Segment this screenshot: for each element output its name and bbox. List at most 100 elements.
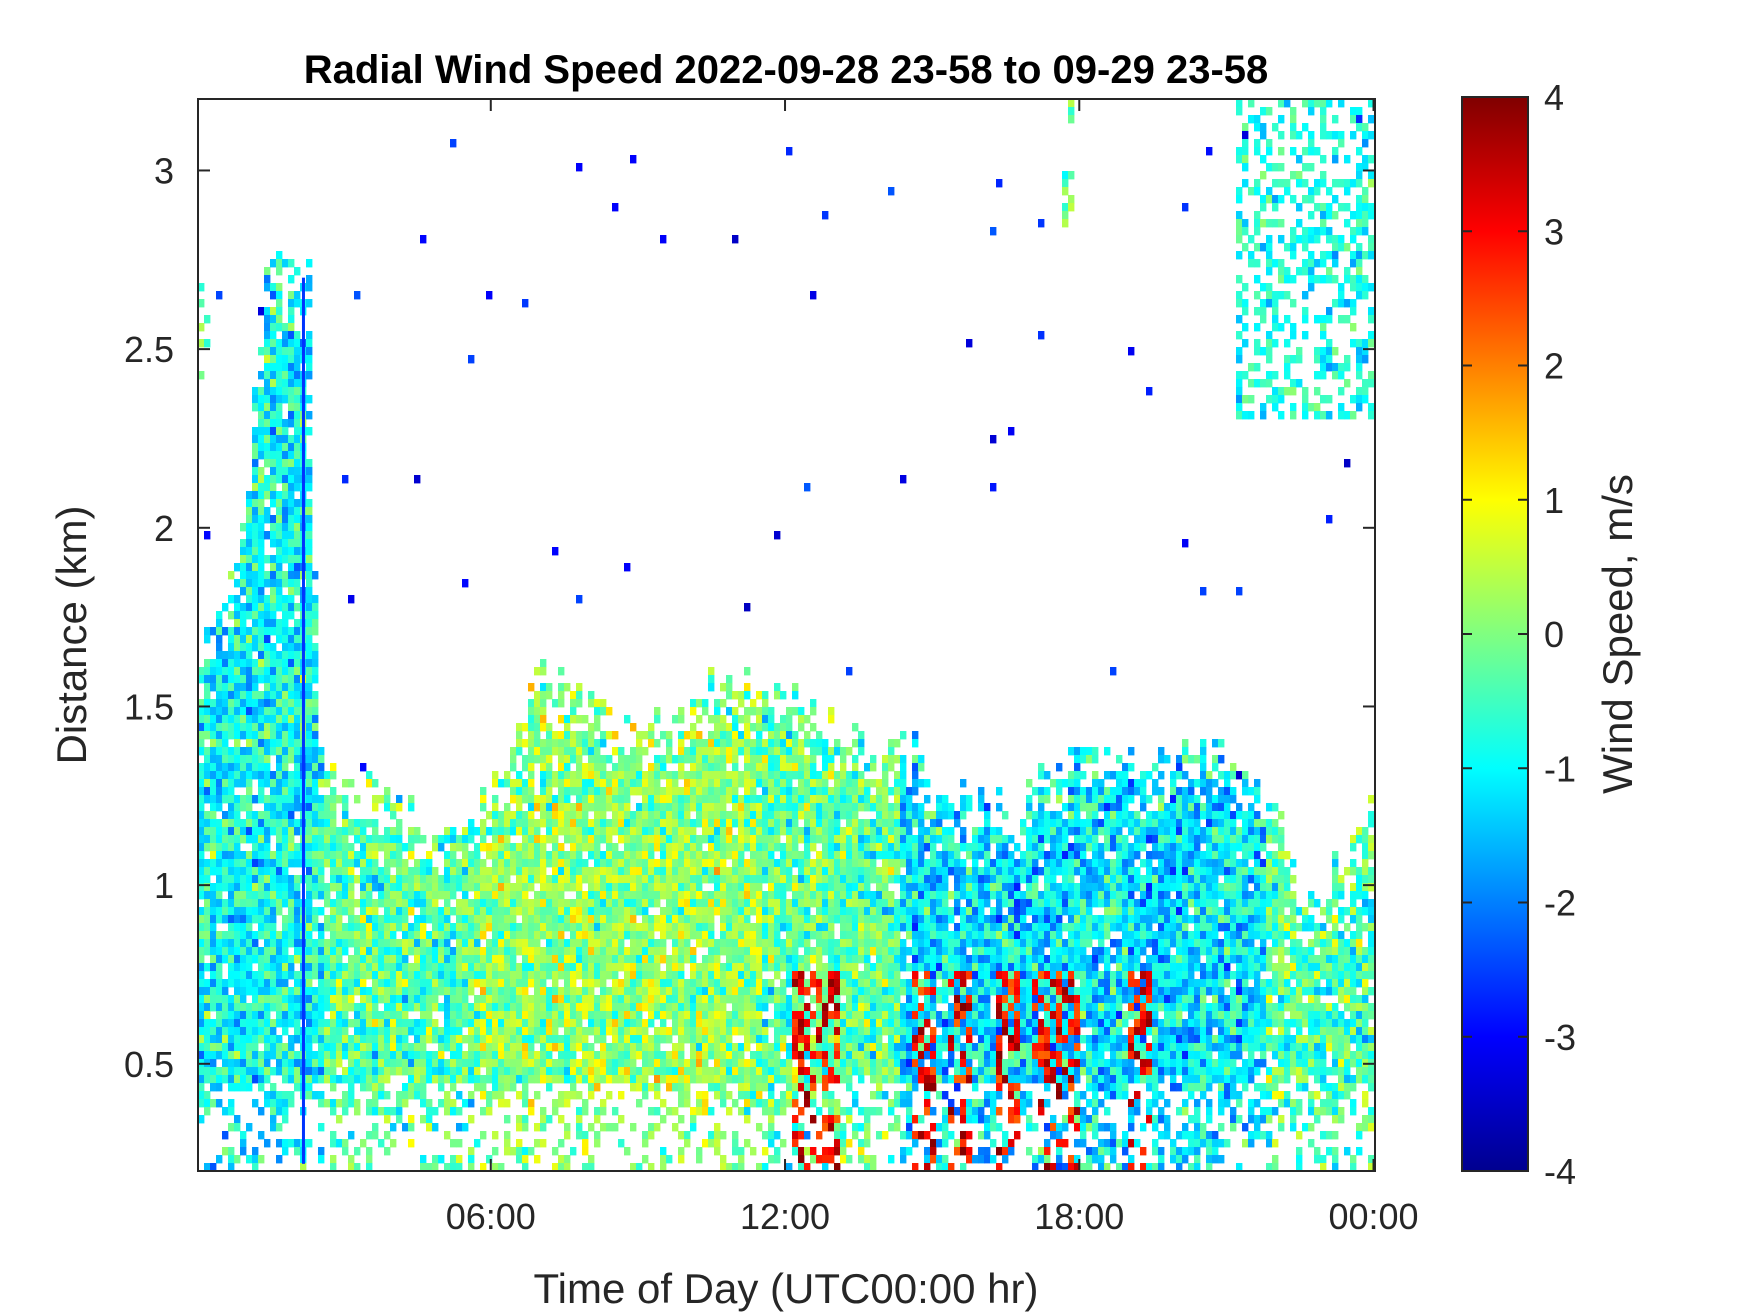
- heatmap-cell: [666, 771, 673, 780]
- heatmap-cell: [624, 779, 631, 788]
- heatmap-cell: [222, 947, 229, 956]
- heatmap-cell: [648, 739, 655, 748]
- heatmap-cell: [660, 851, 667, 860]
- heatmap-cell: [270, 403, 277, 412]
- heatmap-cell: [510, 851, 517, 860]
- heatmap-cell: [462, 1019, 469, 1028]
- heatmap-cell: [270, 883, 277, 892]
- heatmap-cell: [492, 891, 499, 900]
- heatmap-cell: [702, 867, 709, 876]
- heatmap-cell: [210, 803, 217, 812]
- heatmap-cell: [438, 1035, 445, 1044]
- heatmap-cell: [228, 1011, 235, 1020]
- heatmap-cell: [690, 875, 697, 884]
- heatmap-cell: [270, 587, 277, 596]
- heatmap-cell: [708, 1035, 715, 1044]
- heatmap-cell: [600, 731, 607, 740]
- heatmap-cell: [552, 811, 559, 820]
- heatmap-cell: [444, 923, 451, 932]
- heatmap-cell: [468, 835, 475, 844]
- heatmap-cell: [756, 1091, 763, 1100]
- heatmap-cell: [330, 771, 337, 780]
- heatmap-cell: [216, 883, 223, 892]
- heatmap-cell: [786, 1099, 793, 1108]
- heatmap-cell: [516, 1019, 523, 1028]
- heatmap-cell: [234, 859, 241, 868]
- heatmap-cell: [666, 1075, 673, 1084]
- heatmap-cell: [492, 907, 499, 916]
- heatmap-cell: [612, 1051, 619, 1060]
- heatmap-cell: [642, 811, 649, 820]
- heatmap-cell: [366, 859, 373, 868]
- heatmap-cell: [504, 1099, 511, 1108]
- heatmap-cell: [276, 1155, 283, 1164]
- heatmap-cell: [744, 923, 751, 932]
- heatmap-cell: [786, 915, 793, 924]
- heatmap-cell: [366, 819, 373, 828]
- heatmap-cell: [312, 843, 319, 852]
- heatmap-cell: [462, 875, 469, 884]
- heatmap-cell: [540, 699, 547, 708]
- heatmap-cell: [780, 907, 787, 916]
- heatmap-cell: [522, 891, 529, 900]
- heatmap-cell: [768, 931, 775, 940]
- heatmap-cell: [234, 907, 241, 916]
- heatmap-cell: [432, 1163, 439, 1171]
- heatmap-cell: [486, 811, 493, 820]
- heatmap-cell: [492, 779, 499, 788]
- heatmap-cell: [312, 699, 319, 708]
- heatmap-cell: [282, 739, 289, 748]
- heatmap-cell: [780, 963, 787, 972]
- heatmap-cell: [288, 627, 295, 636]
- heatmap-cell: [762, 891, 769, 900]
- heatmap-cell: [618, 915, 625, 924]
- heatmap-cell: [306, 851, 313, 860]
- heatmap-cell: [756, 803, 763, 812]
- heatmap-cell: [714, 747, 721, 756]
- heatmap-cell: [372, 795, 379, 804]
- heatmap-cell: [306, 819, 313, 828]
- heatmap-cell: [294, 563, 301, 572]
- heatmap-cell: [546, 819, 553, 828]
- heatmap-cell: [336, 835, 343, 844]
- heatmap-cell: [318, 811, 325, 820]
- heatmap-cell: [336, 867, 343, 876]
- heatmap-cell: [624, 755, 631, 764]
- heatmap-cell: [570, 803, 577, 812]
- heatmap-cell: [204, 755, 211, 764]
- heatmap-cell: [648, 851, 655, 860]
- heatmap-cell: [642, 939, 649, 948]
- heatmap-cell: [558, 883, 565, 892]
- heatmap-cell: [204, 763, 211, 772]
- heatmap-cell: [690, 1035, 697, 1044]
- heatmap-cell: [468, 971, 475, 980]
- heatmap-cell: [534, 819, 541, 828]
- heatmap-cell: [276, 731, 283, 740]
- heatmap-cell: [594, 795, 601, 804]
- heatmap-cell: [432, 1155, 439, 1164]
- heatmap-cell: [492, 1027, 499, 1036]
- heatmap-cell: [762, 1163, 769, 1171]
- heatmap-cell: [660, 867, 667, 876]
- heatmap-cell: [588, 939, 595, 948]
- heatmap-cell: [588, 907, 595, 916]
- heatmap-cell: [504, 811, 511, 820]
- heatmap-cell: [624, 947, 631, 956]
- heatmap-cell: [684, 1083, 691, 1092]
- heatmap-cell: [744, 867, 751, 876]
- heatmap-cell: [222, 739, 229, 748]
- heatmap-cell: [708, 1019, 715, 1028]
- heatmap-cell: [264, 675, 271, 684]
- heatmap-cell: [354, 915, 361, 924]
- heatmap-cell: [576, 1011, 583, 1020]
- heatmap-cell: [216, 1011, 223, 1020]
- heatmap-cell: [534, 1051, 541, 1060]
- heatmap-cell: [516, 1035, 523, 1044]
- heatmap-cell: [372, 971, 379, 980]
- heatmap-cell: [402, 1091, 409, 1100]
- heatmap-cell: [786, 1027, 793, 1036]
- heatmap-cell: [528, 931, 535, 940]
- heatmap-cell: [594, 915, 601, 924]
- chart-title: Radial Wind Speed 2022-09-28 23-58 to 09…: [304, 48, 1269, 92]
- heatmap-cell: [228, 843, 235, 852]
